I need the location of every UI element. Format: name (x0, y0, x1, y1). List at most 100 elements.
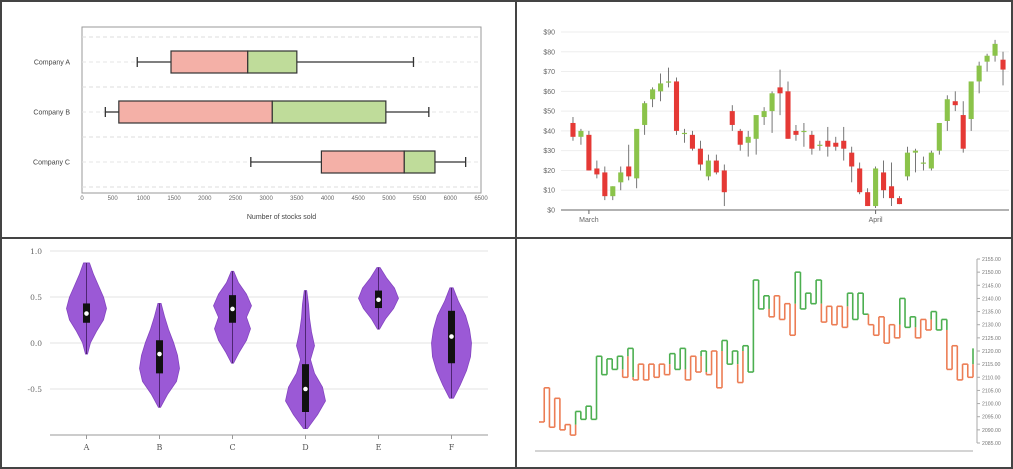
candle-body (817, 144, 823, 146)
candle-body (689, 134, 695, 149)
x-tick-label: A (83, 443, 90, 452)
x-tick-label: 2000 (198, 196, 212, 202)
y-tick-label: 2140.00 (982, 296, 1001, 302)
box-lower-half (118, 100, 273, 124)
candle-body (912, 150, 918, 153)
box-lower-half (170, 50, 249, 74)
candle-body (753, 115, 759, 139)
candle-body (618, 172, 624, 183)
candle-body (785, 91, 791, 139)
candle-body (833, 142, 839, 147)
y-tick-label: 2110.00 (982, 375, 1000, 381)
x-axis-label: Number of stocks sold (247, 214, 316, 221)
violin-median-dot (157, 351, 162, 357)
candle-body (976, 65, 982, 82)
candlestick-panel: $0 $10 $20 $30 $40 $50 $60 $70 $80 $90 March April (517, 0, 1013, 238)
candle-body (610, 186, 616, 197)
y-tick-label: 2090.00 (982, 428, 1001, 434)
violin-median-dot (230, 306, 235, 312)
kagi-panel: 2085.00 2090.00 2095.00 2100.00 2105.00 2110.… (517, 239, 1013, 469)
x-tick-label: March (579, 217, 599, 224)
candle-body (626, 166, 632, 177)
x-tick-label: 6000 (444, 196, 458, 202)
violin-median-dot (376, 297, 381, 303)
y-tick-label: 0.0 (30, 339, 42, 348)
box-lower-half (320, 150, 405, 174)
candle-body (769, 93, 775, 112)
x-tick-label: 3000 (259, 196, 273, 202)
x-tick-label: C (229, 443, 235, 452)
candle-body (881, 172, 887, 191)
candle-body (634, 128, 640, 179)
candle-body (761, 111, 767, 118)
candle-body (825, 140, 831, 147)
x-tick-label: 4000 (321, 196, 335, 202)
boxplot-panel: 0 500 1000 1500 2000 2500 3000 3500 4000 4500 5000… (0, 0, 516, 238)
y-tick-label: 2155.00 (982, 257, 1001, 263)
candle-body (896, 198, 903, 205)
candle-body (992, 43, 998, 56)
candle-body (865, 192, 871, 207)
y-tick-label: 0.5 (30, 293, 42, 302)
violin-chart: -0.5 0.0 0.5 1.0 A B C D E F (28, 247, 488, 452)
x-tick-label: D (302, 443, 308, 452)
x-tick-label: 6500 (474, 196, 488, 202)
violin-median-dot (303, 386, 308, 392)
x-tick-label: F (449, 443, 455, 452)
candle-body (673, 81, 680, 131)
candle-body (681, 132, 688, 135)
y-tick-label: $0 (547, 208, 555, 215)
candle-body (1000, 59, 1006, 70)
y-tick-label: $80 (543, 49, 555, 56)
candle-body (944, 99, 950, 121)
x-tick-label: 5500 (413, 196, 427, 202)
box-upper-half (271, 100, 387, 124)
violin-iqr-box (156, 340, 163, 374)
box-upper-half (247, 50, 298, 74)
violin-median-dot (84, 311, 89, 316)
kagi-chart: 2085.00 2090.00 2095.00 2100.00 2105.00 2110.… (535, 257, 1001, 452)
x-tick-label: 1000 (137, 196, 151, 202)
y-tick-label: -0.5 (28, 385, 43, 394)
y-tick-label: $60 (543, 89, 555, 96)
y-tick-label: 2145.00 (982, 283, 1001, 289)
candle-body (713, 160, 719, 173)
y-tick-label: $10 (543, 188, 555, 195)
candle-body (857, 168, 863, 193)
candle-body (721, 170, 727, 193)
category-label: Company A (34, 60, 71, 67)
candle-body (809, 134, 815, 149)
candle-body (658, 83, 664, 92)
category-label: Company B (33, 110, 70, 117)
y-tick-label: 2125.00 (982, 336, 1001, 342)
candle-body (873, 168, 879, 207)
candle-body (650, 89, 656, 100)
violin-median-dot (449, 334, 454, 339)
x-tick-label: 5000 (382, 196, 396, 202)
candle-body (697, 148, 703, 165)
y-tick-label: $70 (543, 69, 555, 76)
x-tick-label: 2500 (229, 196, 243, 202)
x-tick-label: 3500 (290, 196, 304, 202)
y-tick-label: 2150.00 (982, 270, 1001, 276)
y-tick-label: $20 (543, 168, 555, 175)
candle-body (665, 81, 672, 83)
candle-body (952, 101, 958, 106)
violin-panel: -0.5 0.0 0.5 1.0 A B C D E F (0, 239, 516, 469)
x-tick-label: 500 (108, 196, 119, 202)
y-tick-label: 2085.00 (982, 441, 1001, 447)
candle-body (745, 136, 751, 143)
candle-body (737, 130, 743, 145)
candle-body (904, 152, 911, 177)
x-tick-label: 4500 (352, 196, 366, 202)
candle-body (586, 134, 592, 171)
y-tick-label: 2100.00 (982, 402, 1001, 408)
x-tick-label: E (376, 443, 382, 452)
candle-body (729, 111, 735, 125)
y-tick-label: 1.0 (30, 247, 42, 256)
candle-body (960, 115, 966, 149)
boxplot-chart: 0 500 1000 1500 2000 2500 3000 3500 4000 4500 5000… (33, 26, 488, 221)
x-tick-label: B (157, 443, 163, 452)
candle-body (570, 122, 576, 137)
y-tick-label: 2115.00 (982, 362, 1000, 368)
